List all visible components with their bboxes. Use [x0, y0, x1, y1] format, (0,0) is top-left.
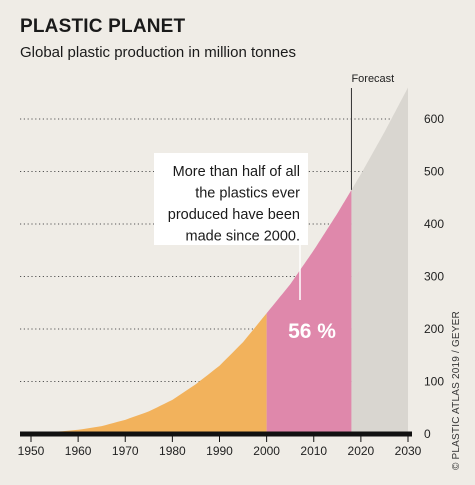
x-tick-label-1980: 1980	[159, 444, 186, 458]
y-tick-label-200: 200	[424, 322, 444, 336]
annotation-box	[154, 153, 308, 245]
chart-subtitle: Global plastic production in million ton…	[20, 44, 296, 61]
forecast-label: Forecast	[351, 73, 394, 85]
area-segment-2000-2018	[266, 189, 352, 434]
x-tick-label-2030: 2030	[395, 444, 422, 458]
annotation-line-2: the plastics ever	[195, 186, 300, 202]
pink-share-label: 56 %	[288, 320, 336, 343]
x-tick-label-2020: 2020	[348, 444, 375, 458]
x-tick-label-1970: 1970	[112, 444, 139, 458]
y-tick-label-300: 300	[424, 270, 444, 284]
x-tick-label-2000: 2000	[253, 444, 280, 458]
x-tick-label-1990: 1990	[206, 444, 233, 458]
annotation-line-1: More than half of all	[173, 164, 300, 180]
x-axis-baseline	[20, 431, 412, 437]
y-tick-label-500: 500	[424, 165, 444, 179]
area-segment-2018-2030	[351, 87, 408, 434]
x-tick-label-1960: 1960	[65, 444, 92, 458]
y-tick-label-400: 400	[424, 217, 444, 231]
y-tick-label-600: 600	[424, 112, 444, 126]
chart-title: PLASTIC PLANET	[20, 16, 186, 37]
x-tick-label-2010: 2010	[300, 444, 327, 458]
y-tick-label-100: 100	[424, 375, 444, 389]
area-segment-1950-2000	[31, 313, 267, 434]
x-tick-label-1950: 1950	[18, 444, 45, 458]
annotation-line-4: made since 2000.	[186, 229, 300, 245]
source-credit: © PLASTIC ATLAS 2019 / GEYER	[451, 311, 462, 470]
y-tick-label-0: 0	[424, 427, 431, 441]
annotation-line-3: produced have been	[168, 207, 300, 223]
